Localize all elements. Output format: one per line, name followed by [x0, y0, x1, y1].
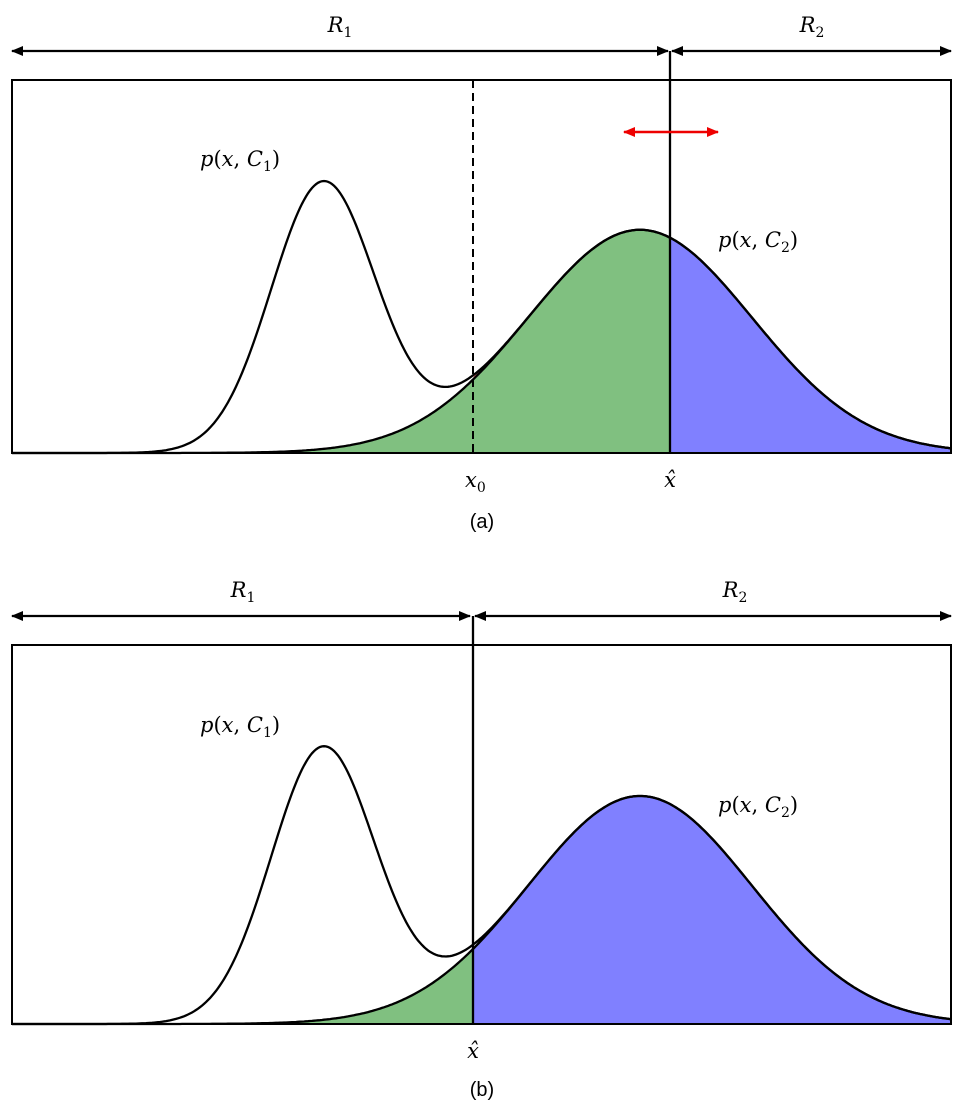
class1-label: p(x, C1) [200, 147, 280, 175]
xhat-tick-label: x̂ [467, 1039, 479, 1063]
caption-b: (b) [470, 1079, 494, 1101]
plot-frame-b [11, 644, 952, 1025]
class2-label: p(x, C2) [718, 228, 798, 256]
region-r2-label: R2 [799, 13, 825, 41]
class2-label: p(x, C2) [718, 793, 798, 821]
xhat-tick-label: x̂ [664, 468, 676, 492]
blue-error-region [670, 237, 951, 453]
region-r1-label: R1 [230, 578, 256, 606]
class1-label: p(x, C1) [200, 713, 280, 741]
green-error-region [12, 229, 670, 453]
region-r2-label: R2 [722, 578, 748, 606]
panel-b: R1 R2 p(x, C1) p(x, C2) x̂ (b) [11, 578, 952, 1101]
blue-error-region [473, 796, 951, 1024]
x0-tick-label: x0 [465, 468, 486, 496]
plot-frame-a [11, 79, 952, 454]
region-r1-label: R1 [327, 13, 353, 41]
green-error-region [12, 949, 473, 1024]
panel-a: R1 R2 p(x, C1) p(x, C2) x0 x̂ (a) [11, 13, 952, 533]
caption-a: (a) [470, 511, 494, 533]
